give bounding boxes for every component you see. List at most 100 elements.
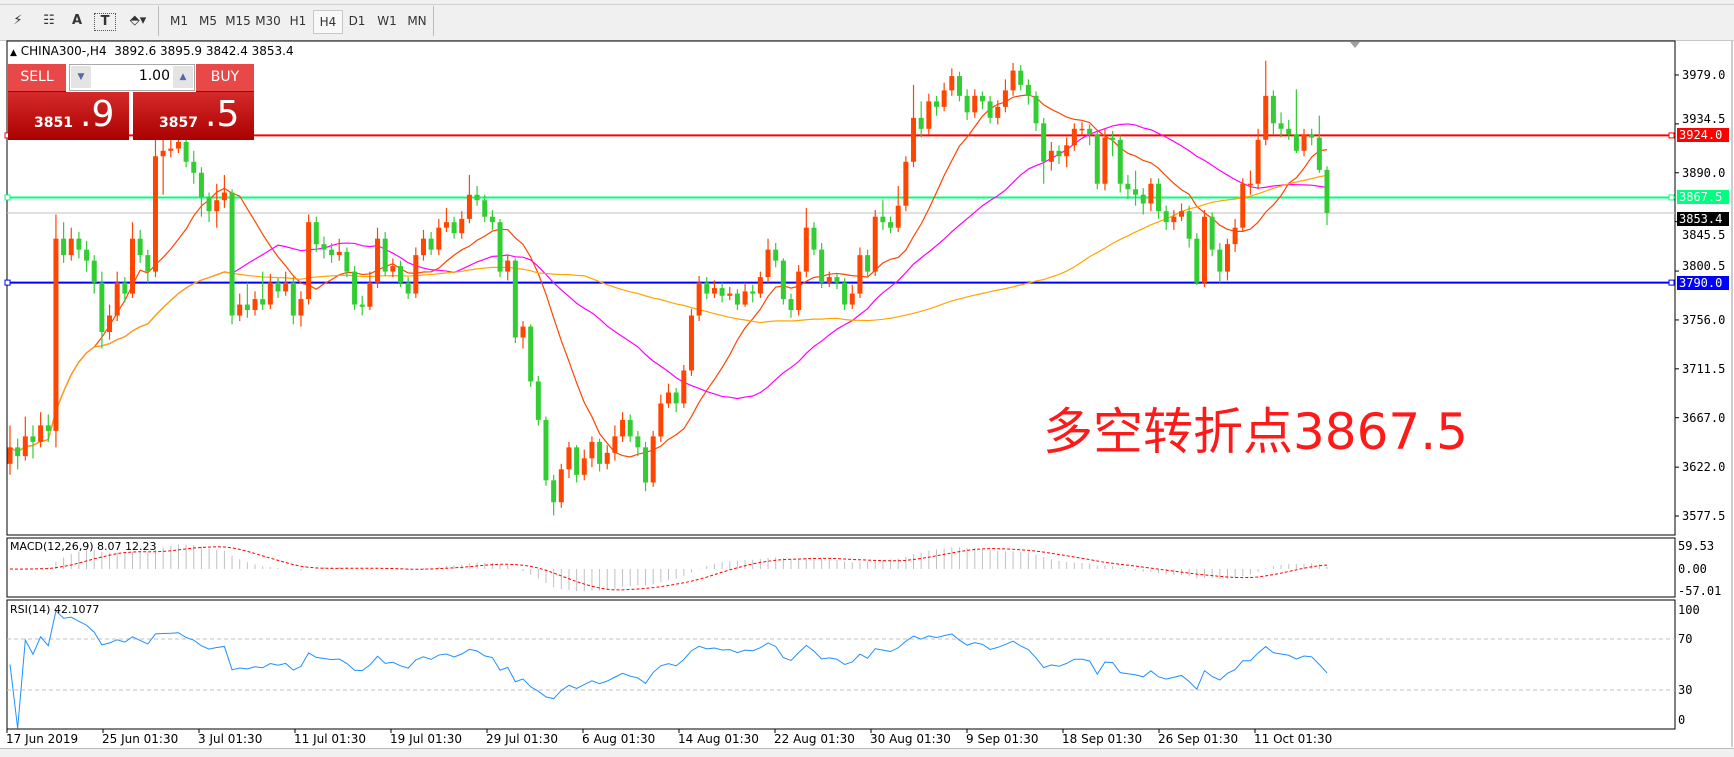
candle-bullish xyxy=(7,447,13,464)
increase-lot-icon[interactable]: ▲ xyxy=(173,66,193,88)
candle-bearish xyxy=(206,196,212,212)
timeframe-m1-button[interactable]: M1 xyxy=(170,14,188,28)
price-tick: 3711.5 xyxy=(1682,362,1726,376)
candle-bullish xyxy=(688,315,694,371)
elliott-wave-icon[interactable]: ⚡ xyxy=(13,13,23,28)
candle-bearish xyxy=(918,117,924,129)
candle-bearish xyxy=(1156,183,1162,212)
candle-bearish xyxy=(1140,194,1146,204)
candle-bullish xyxy=(107,315,113,333)
toolbar-separator xyxy=(433,6,434,36)
fibonacci-icon[interactable]: ☷ xyxy=(43,13,55,28)
lot-size-input[interactable]: ▼ 1.00 ▲ xyxy=(69,64,195,91)
arrows-icon[interactable]: ⬘▾ xyxy=(129,13,147,28)
candle-bearish xyxy=(229,192,235,316)
rsi-tick: 70 xyxy=(1678,632,1693,646)
candle-bullish xyxy=(367,282,373,307)
level-anchor-handle xyxy=(1668,194,1675,201)
rsi-label: RSI(14) 42.1077 xyxy=(10,603,100,616)
candle-bullish xyxy=(214,200,220,212)
candle-bearish xyxy=(122,282,128,294)
decrease-lot-icon[interactable]: ▼ xyxy=(71,66,91,88)
ma-fast-line xyxy=(9,94,1328,458)
text-label-icon[interactable]: T xyxy=(94,13,116,31)
candle-bullish xyxy=(949,76,955,91)
candle-bearish xyxy=(1033,95,1039,124)
candle-bearish xyxy=(1309,134,1315,138)
buy-price-button[interactable]: 3857 .5 xyxy=(133,92,254,140)
chart-tabs-bar[interactable] xyxy=(0,748,1734,757)
candle-bearish xyxy=(574,447,580,475)
candle-bullish xyxy=(1079,128,1085,131)
candle-bullish xyxy=(1263,95,1269,140)
timeframe-h4-button[interactable]: H4 xyxy=(313,10,343,34)
timeframe-h1-button[interactable]: H1 xyxy=(289,14,307,28)
level-tag-support: 3790.0 xyxy=(1677,275,1729,290)
text-icon[interactable]: A xyxy=(71,13,83,28)
candle-bearish xyxy=(1087,128,1093,135)
date-tick-label: 18 Sep 01:30 xyxy=(1062,732,1143,746)
candle-bearish xyxy=(489,216,495,223)
candle-bearish xyxy=(1025,84,1031,96)
sell-price-pips: .9 xyxy=(80,94,115,135)
buy-button[interactable]: BUY xyxy=(196,64,254,92)
candle-bearish xyxy=(704,282,710,294)
candle-bullish xyxy=(566,447,572,470)
candle-bullish xyxy=(68,238,74,256)
candle-bearish xyxy=(137,238,143,256)
candle-bearish xyxy=(1270,95,1276,124)
candle-bullish xyxy=(604,452,610,464)
candle-bullish xyxy=(742,291,748,305)
candle-bearish xyxy=(198,172,204,197)
price-tick: 3845.5 xyxy=(1682,228,1726,242)
timeframe-m30-button[interactable]: M30 xyxy=(255,14,281,28)
date-tick-label: 30 Aug 01:30 xyxy=(870,732,951,746)
candle-bullish xyxy=(1240,183,1246,228)
sell-button[interactable]: SELL xyxy=(8,64,66,92)
candle-bullish xyxy=(995,106,1001,118)
candle-bearish xyxy=(191,161,197,173)
candle-bearish xyxy=(344,251,350,272)
candle-bearish xyxy=(811,227,817,250)
level-anchor-handle xyxy=(4,194,11,201)
candle-bullish xyxy=(826,277,832,283)
candle-bearish xyxy=(145,255,151,272)
rsi-tick: 30 xyxy=(1678,683,1693,697)
rsi-line xyxy=(9,609,1328,729)
sell-price-button[interactable]: 3851 .9 xyxy=(8,92,129,140)
chart-header: ▲ CHINA300-,H4 3892.6 3895.9 3842.4 3853… xyxy=(10,44,294,58)
candle-bearish xyxy=(543,419,549,481)
candle-bearish xyxy=(1186,211,1192,239)
timeframe-mn-button[interactable]: MN xyxy=(407,14,427,28)
timeframe-d1-button[interactable]: D1 xyxy=(348,14,366,28)
timeframe-w1-button[interactable]: W1 xyxy=(377,14,397,28)
candle-bullish xyxy=(1148,183,1154,204)
timeframe-m15-button[interactable]: M15 xyxy=(225,14,251,28)
ohlc-values: 3892.6 3895.9 3842.4 3853.4 xyxy=(114,44,294,58)
candle-bullish xyxy=(696,282,702,316)
macd-tick: 0.00 xyxy=(1678,562,1707,576)
timeframe-m5-button[interactable]: M5 xyxy=(199,14,217,28)
candle-bearish xyxy=(643,447,649,483)
candle-bearish xyxy=(979,95,985,102)
candle-bearish xyxy=(987,101,993,118)
candle-bullish xyxy=(972,95,978,113)
candle-bearish xyxy=(1316,137,1322,170)
candle-bullish xyxy=(1071,128,1077,146)
candle-bullish xyxy=(1010,70,1016,91)
candle-bearish xyxy=(1018,70,1024,85)
candle-bearish xyxy=(290,282,296,316)
date-tick-label: 3 Jul 01:30 xyxy=(198,732,263,746)
price-tick: 3890.0 xyxy=(1682,166,1726,180)
collapse-arrow-icon[interactable]: ▲ xyxy=(10,48,17,58)
candle-bearish xyxy=(673,392,679,404)
level-anchor-handle xyxy=(1668,132,1675,139)
candle-bearish xyxy=(451,222,457,234)
candle-bearish xyxy=(76,238,82,250)
candle-bullish xyxy=(306,222,312,300)
candle-bullish xyxy=(252,299,258,311)
lot-value[interactable]: 1.00 xyxy=(138,68,170,84)
rsi-panel xyxy=(6,599,1676,730)
symbol-label: CHINA300-,H4 xyxy=(20,44,107,58)
